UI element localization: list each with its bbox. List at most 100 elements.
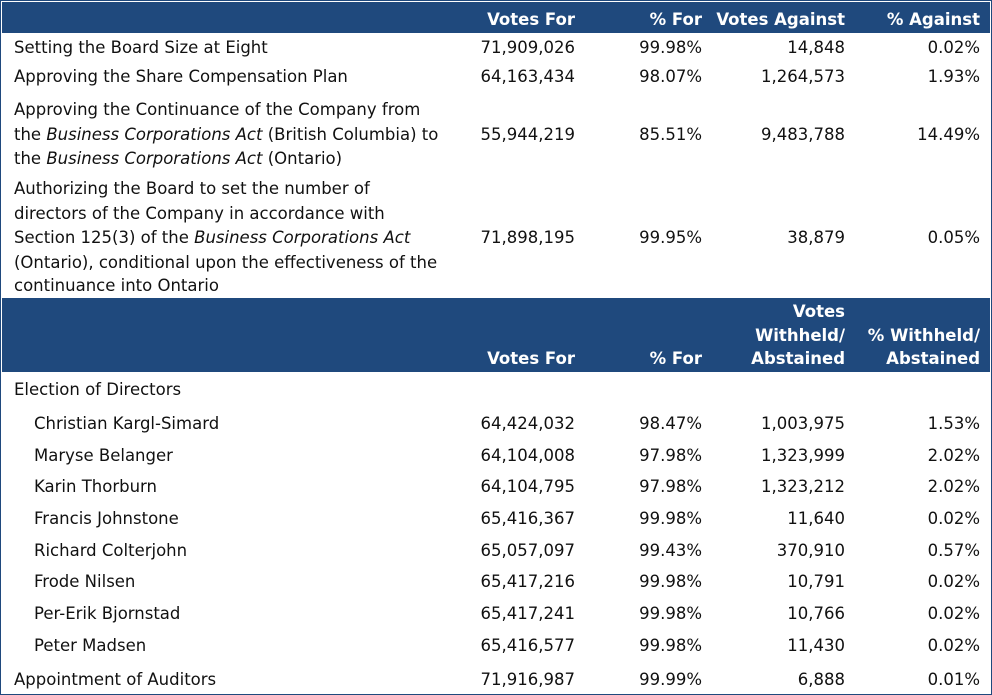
table-row: Authorizing the Board to set the number … [2,177,990,297]
director-name: Frode Nilsen [34,572,136,591]
header-pct-against: % Against [886,10,980,29]
votes-for-value: 65,057,097 [480,541,575,560]
pct-withheld-value: 2.02% [927,446,980,465]
table-header-withheld: Votes For % For Votes Withheld/ Abstaine… [2,298,990,372]
votes-for-value: 64,424,032 [480,414,575,433]
resolution-label-line: Section 125(3) of the Business Corporati… [14,226,410,251]
director-name: Francis Johnstone [34,509,179,528]
auditors-label: Appointment of Auditors [14,670,217,689]
resolution-label-line: the Business Corporations Act (British C… [14,123,438,148]
header-pct-withheld-line: Abstained [886,349,980,368]
pct-for-value: 99.98% [639,38,702,57]
pct-withheld-value: 0.02% [927,509,980,528]
pct-for-value: 97.98% [639,477,702,496]
withheld-value: 1,323,999 [761,446,845,465]
withheld-value: 10,791 [787,572,845,591]
header-withheld-line: Votes [792,302,845,321]
pct-for-value: 99.98% [639,572,702,591]
act-name: Business Corporations Act [46,124,263,144]
pct-for-value: 98.07% [639,67,702,86]
director-name: Christian Kargl-Simard [34,414,220,433]
pct-against-value: 0.05% [927,228,980,247]
withheld-value: 6,888 [797,670,845,689]
header-pct-for: % For [649,10,702,29]
pct-withheld-value: 0.57% [927,541,980,560]
resolution-label-line: Authorizing the Board to set the number … [14,179,370,198]
votes-for-value: 64,104,008 [480,446,575,465]
pct-against-value: 0.02% [927,38,980,57]
votes-for-value: 64,163,434 [480,67,575,86]
section-label-row: Election of Directors [2,378,990,404]
resolution-label-line: (Ontario), conditional upon the effectiv… [14,252,438,272]
act-name: Business Corporations Act [46,149,263,168]
withheld-value: 11,640 [787,509,845,528]
table-row: Maryse Belanger 64,104,008 97.98% 1,323,… [2,444,990,470]
pct-against-value: 1.93% [927,67,980,86]
votes-for-value: 71,898,195 [480,228,575,247]
table-row: Karin Thorburn 64,104,795 97.98% 1,323,2… [2,475,990,501]
withheld-value: 1,323,212 [761,477,845,496]
withheld-value: 1,003,975 [761,414,845,433]
pct-withheld-value: 0.02% [927,572,980,591]
votes-against-value: 1,264,573 [761,67,845,86]
votes-for-value: 71,909,026 [480,38,575,57]
header-pct-for: % For [649,349,702,368]
votes-against-value: 14,848 [787,38,845,57]
director-name: Per-Erik Bjornstad [34,604,181,623]
votes-for-value: 65,417,216 [480,572,575,591]
header-withheld-line: Abstained [751,349,845,368]
votes-for-value: 65,416,577 [480,636,575,655]
resolution-label-line: continuance into Ontario [14,276,219,295]
pct-for-value: 85.51% [639,124,702,144]
table-row: Per-Erik Bjornstad 65,417,241 99.98% 10,… [2,602,990,628]
pct-for-value: 99.98% [639,509,702,528]
director-name: Richard Colterjohn [34,541,188,560]
pct-against-value: 14.49% [917,124,980,144]
votes-for-value: 65,416,367 [480,509,575,528]
table-row: Christian Kargl-Simard 64,424,032 98.47%… [2,412,990,438]
table-row: Appointment of Auditors 71,916,987 99.99… [2,668,990,694]
votes-against-value: 9,483,788 [761,124,845,144]
votes-against-value: 38,879 [787,228,845,247]
resolution-label-line: directors of the Company in accordance w… [14,203,385,223]
resolution-label-line: the Business Corporations Act (Ontario) [14,147,342,172]
pct-withheld-value: 0.01% [927,670,980,689]
pct-withheld-value: 0.02% [927,636,980,655]
table-row: Approving the Continuance of the Company… [2,98,990,172]
withheld-value: 11,430 [787,636,845,655]
election-label: Election of Directors [14,380,182,399]
pct-for-value: 99.95% [639,228,702,247]
pct-for-value: 99.98% [639,604,702,623]
table-row: Francis Johnstone 65,416,367 99.98% 11,6… [2,507,990,533]
resolution-label: Approving the Share Compensation Plan [14,67,348,86]
pct-for-value: 98.47% [639,414,702,433]
label-text: (British Columbia) to [262,124,439,144]
pct-for-value: 99.43% [639,541,702,560]
label-text: (Ontario) [262,149,343,168]
votes-for-value: 64,104,795 [480,477,575,496]
table-header-votes-against: Votes For % For Votes Against % Against [2,2,990,33]
director-name: Maryse Belanger [34,446,173,465]
act-name: Business Corporations Act [194,228,411,247]
director-name: Karin Thorburn [34,477,158,496]
table-row: Approving the Share Compensation Plan 64… [2,65,990,91]
resolution-label-line: Approving the Continuance of the Company… [14,100,421,119]
withheld-value: 370,910 [776,541,845,560]
table-row: Richard Colterjohn 65,057,097 99.43% 370… [2,539,990,565]
pct-for-value: 99.99% [639,670,702,689]
table-row: Setting the Board Size at Eight 71,909,0… [2,36,990,62]
header-votes-for: Votes For [487,10,575,29]
table-row: Frode Nilsen 65,417,216 99.98% 10,791 0.… [2,570,990,596]
pct-for-value: 97.98% [639,446,702,465]
label-text: Section 125(3) of the [14,228,195,247]
label-text: the [14,124,47,144]
pct-withheld-value: 1.53% [927,414,980,433]
votes-for-value: 71,916,987 [480,670,575,689]
header-votes-for: Votes For [487,349,575,368]
votes-for-value: 65,417,241 [480,604,575,623]
resolution-label: Setting the Board Size at Eight [14,38,268,57]
director-name: Peter Madsen [34,636,147,655]
label-text: the [14,149,47,168]
table-row: Peter Madsen 65,416,577 99.98% 11,430 0.… [2,634,990,660]
votes-for-value: 55,944,219 [480,124,575,144]
